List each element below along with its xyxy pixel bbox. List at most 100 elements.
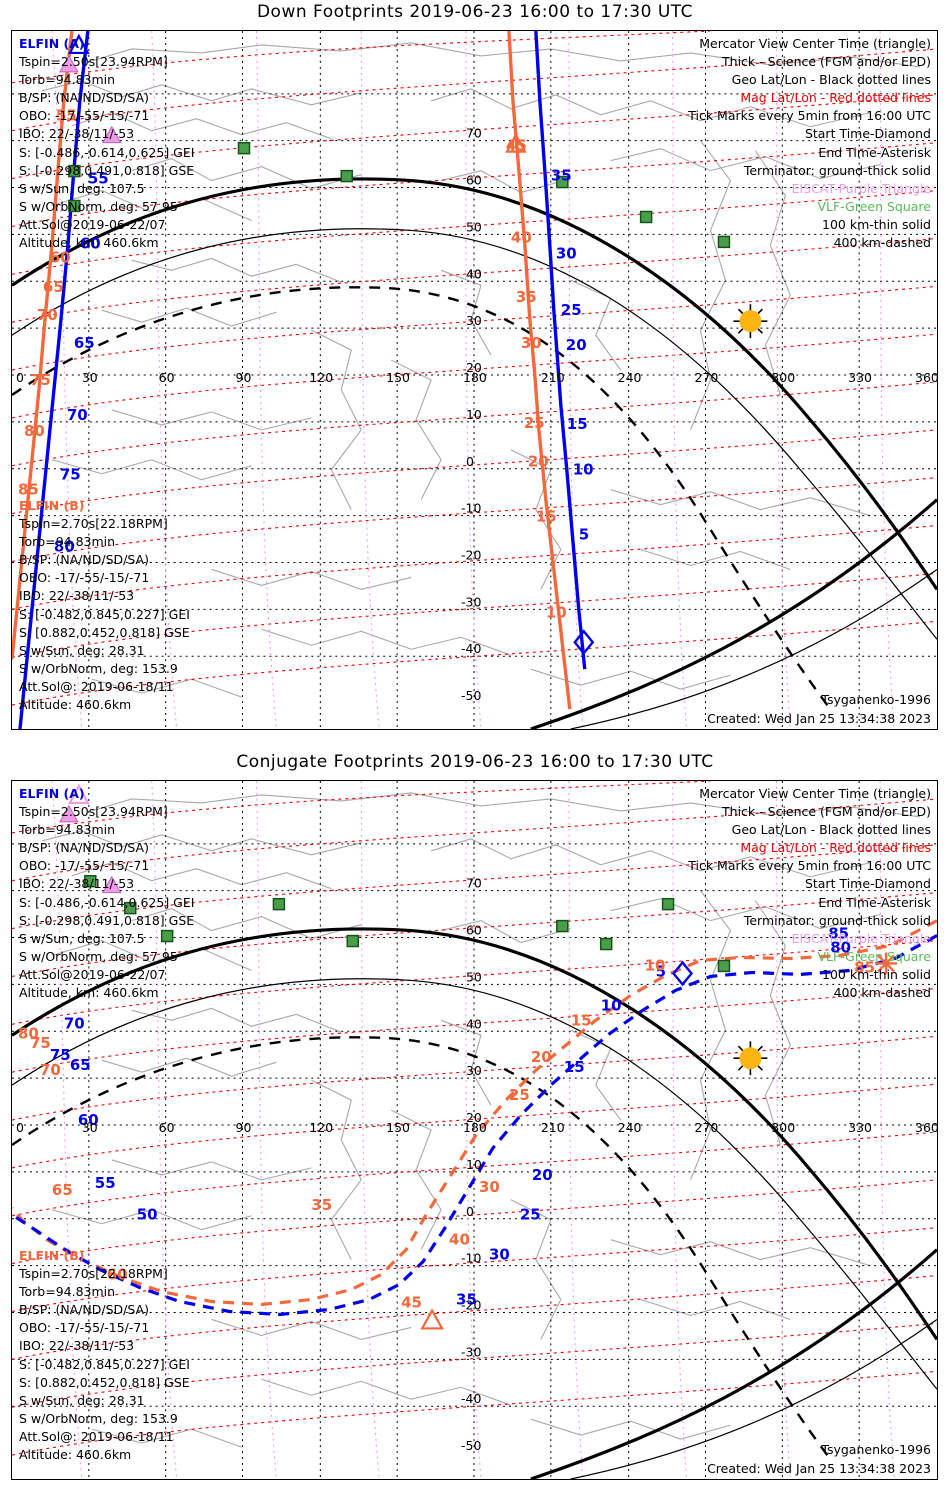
svg-text:-30: -30 [461, 1344, 481, 1359]
svg-text:0: 0 [466, 1204, 474, 1219]
svg-text:45: 45 [401, 1293, 422, 1311]
svg-text:10: 10 [601, 996, 622, 1014]
svg-text:30: 30 [466, 1063, 482, 1078]
elfin-a-line-5: S: [-0.486,-0.614,0.625] GEI [19, 144, 195, 160]
svg-text:70: 70 [466, 126, 482, 141]
svg-text:20: 20 [566, 336, 587, 354]
elfin-a-track-center [534, 31, 587, 670]
plot-area-conjugate: 5 10 15 20 25 30 35 50 55 60 65 70 75 80… [11, 780, 938, 1480]
vlf-square-marker-conj [84, 874, 731, 973]
svg-text:20: 20 [528, 453, 549, 471]
svg-text:210: 210 [541, 1120, 565, 1135]
elfin-a-conj-line-3: OBO: -17/-55/-15/-71 [19, 858, 150, 874]
elfin-a-conj-line-10: Altitude, km: 460.6km [19, 985, 159, 1001]
svg-text:55: 55 [95, 1174, 116, 1192]
svg-text:60: 60 [80, 234, 101, 252]
svg-text:75: 75 [30, 371, 51, 389]
mag-lon-gridlines [51, 31, 895, 729]
svg-text:80: 80 [830, 939, 851, 957]
svg-text:65: 65 [74, 334, 95, 352]
elfin-a-conj-line-2: B/SP: (NA/ND/SD/SA) [19, 840, 149, 856]
elfin-b-line-5: S: [-0.482,0.845,0.227] GEI [19, 606, 190, 622]
elfin-a-line-3: OBO: -17/-55/-15/-71 [19, 108, 150, 124]
svg-text:-10: -10 [461, 501, 481, 516]
map-svg-down: 55 60 65 70 75 80 35 30 25 20 15 10 5 55… [12, 31, 937, 729]
legend-line-8: EISCAT-Purple Triangle [791, 180, 931, 196]
svg-text:330: 330 [848, 370, 872, 385]
terminator-100km-lower-conj [570, 1318, 937, 1479]
track-tick-labels-b: 55 60 65 70 75 80 85 45 40 35 30 25 20 1… [18, 107, 567, 622]
svg-text:40: 40 [466, 266, 482, 281]
eiscat-triangle-marker-conj [59, 804, 122, 894]
lon-tick-labels-conj: 0 30 60 90 120 150 180 210 240 270 300 3… [16, 1120, 937, 1135]
svg-text:240: 240 [618, 1120, 642, 1135]
svg-text:40: 40 [466, 266, 482, 281]
elfin-b-line-10: Altitude: 460.6km [19, 697, 132, 713]
svg-text:25: 25 [561, 301, 582, 319]
svg-text:30: 30 [489, 1246, 510, 1264]
svg-text:25: 25 [520, 1206, 541, 1224]
svg-text:70: 70 [37, 306, 58, 324]
svg-text:30: 30 [521, 334, 542, 352]
elfin-b-conjugate-track [12, 919, 937, 1307]
terminator-ground-lower-conj [530, 1248, 937, 1479]
legend-line-7: Terminator: ground-thick solid [743, 162, 931, 178]
lat-tick-labels-conj: 70 60 50 40 30 20 10 0 -10 -20 -30 -40 -… [461, 876, 482, 1453]
legend-line-4: Tick Marks every 5min from 16:00 UTC [688, 108, 931, 124]
svg-text:-10: -10 [461, 1251, 481, 1266]
legend-line-3: Mag Lat/Lon - Red dotted lines [740, 90, 931, 106]
lon-tick-labels: 0 30 60 90 120 150 180 210 240 270 300 3… [16, 370, 937, 385]
lat-tick-labels: 70 60 50 40 30 20 10 0 -10 -20 -30 -40 -… [461, 126, 482, 703]
legend-line-0: Mercator View Center Time (triangle) [699, 36, 931, 51]
elfin-a-line-8: S w/OrbNorm, deg: 57.95 [19, 198, 178, 214]
sun-symbol [733, 304, 768, 339]
elfin-b-track-left [12, 31, 74, 660]
legend-conj-line-8: EISCAT-Purple Triangle [791, 930, 931, 946]
elfin-a-header-conj: ELFIN (A) [19, 786, 85, 801]
svg-text:35: 35 [311, 1196, 332, 1214]
svg-text:80: 80 [24, 422, 45, 440]
svg-text:45: 45 [506, 137, 527, 155]
elfin-b-conj-line-2: B/SP: (NA/ND/SD/SA) [19, 1302, 149, 1318]
terminator-ground [12, 177, 937, 591]
elfin-b-line-2: B/SP: (NA/ND/SD/SA) [19, 552, 149, 568]
legend-line-5: Start Time-Diamond [804, 126, 931, 142]
center-time-triangle-b [505, 132, 527, 153]
svg-text:30: 30 [466, 313, 482, 328]
elfin-a-header: ELFIN (A) [19, 36, 85, 51]
elfin-a-conj-line-9: Att.Sol@2019-06-22/07 [19, 966, 166, 982]
track-tick-labels-a: 55 60 65 70 75 80 35 30 25 20 15 10 5 [54, 167, 594, 556]
legend-conj-line-2: Geo Lat/Lon - Black dotted lines [731, 822, 931, 838]
legend-conj-line-6: End Time-Asterisk [818, 894, 931, 910]
svg-text:20: 20 [531, 1048, 552, 1066]
svg-text:-20: -20 [461, 1297, 481, 1312]
svg-text:50: 50 [466, 219, 482, 234]
svg-text:360: 360 [915, 370, 937, 385]
svg-text:65: 65 [70, 1056, 91, 1074]
terminator-ground-lower [530, 498, 937, 729]
svg-text:-40: -40 [461, 641, 481, 656]
center-time-triangle-a-conj [68, 783, 90, 805]
elfin-b-conj-line-3: OBO: -17/-55/-15/-71 [19, 1320, 150, 1336]
elfin-b-info-block-conj: ELFIN (B) Tspin=2.70s[22.18RPM] Torb=94.… [19, 1247, 190, 1464]
svg-text:60: 60 [466, 173, 482, 188]
created-timestamp-conjugate: Created: Wed Jan 25 13:34:38 2023 [707, 1461, 931, 1476]
elfin-a-line-2: B/SP: (NA/ND/SD/SA) [19, 90, 149, 106]
model-name-conjugate: Tsyganenko-1996 [821, 1442, 931, 1457]
sun-symbol-conj [733, 1041, 768, 1076]
svg-text:85: 85 [828, 925, 849, 943]
center-time-triangle-conj [420, 1308, 444, 1330]
elfin-a-conj-line-4: IBO: 22/-38/11/-53 [19, 876, 135, 892]
svg-text:60: 60 [107, 1266, 128, 1284]
geo-lon-gridlines-conj [88, 781, 860, 1479]
svg-text:25: 25 [509, 1086, 530, 1104]
svg-text:120: 120 [309, 370, 333, 385]
elfin-b-conj-line-9: Att.Sol@: 2019-06-18/11 [19, 1428, 174, 1444]
svg-text:30: 30 [82, 370, 98, 385]
svg-text:5: 5 [656, 962, 666, 980]
svg-text:120: 120 [309, 1120, 333, 1135]
elfin-a-line-0: Tspin=2.50s[23.94RPM] [19, 54, 168, 70]
elfin-b-line-0: Tspin=2.70s[22.18RPM] [19, 516, 168, 532]
elfin-b-line-8: S w/OrbNorm, deg: 153.9 [19, 660, 178, 676]
